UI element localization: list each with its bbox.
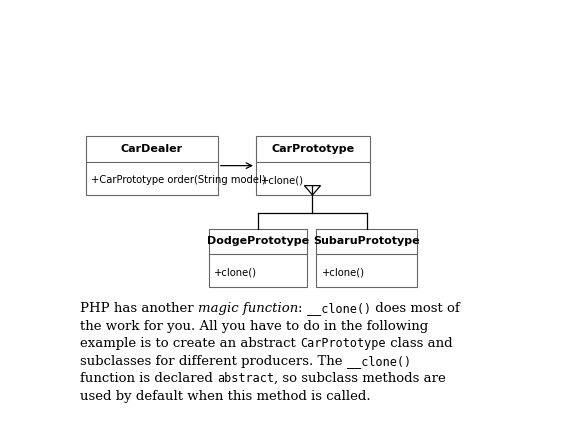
Text: used by default when this method is called.: used by default when this method is call… bbox=[80, 390, 371, 403]
Bar bbox=[256, 136, 370, 195]
Text: CarPrototype: CarPrototype bbox=[272, 144, 354, 154]
Text: +clone(): +clone() bbox=[322, 268, 365, 278]
Text: magic function: magic function bbox=[198, 303, 298, 315]
Text: the work for you. All you have to do in the following: the work for you. All you have to do in … bbox=[80, 320, 428, 333]
Text: , so subclass methods are: , so subclass methods are bbox=[275, 372, 446, 385]
Text: __clone(): __clone() bbox=[347, 355, 411, 368]
Text: SubaruPrototype: SubaruPrototype bbox=[313, 236, 420, 246]
Text: __clone(): __clone() bbox=[307, 303, 371, 315]
Text: +CarPrototype order(String model): +CarPrototype order(String model) bbox=[91, 175, 266, 185]
Text: example is to create an abstract: example is to create an abstract bbox=[80, 337, 301, 351]
Text: subclasses for different producers. The: subclasses for different producers. The bbox=[80, 355, 347, 368]
Text: class and: class and bbox=[386, 337, 453, 351]
Text: :: : bbox=[298, 303, 307, 315]
Text: CarPrototype: CarPrototype bbox=[301, 337, 386, 351]
Bar bbox=[316, 228, 417, 287]
Text: abstract: abstract bbox=[217, 372, 275, 385]
Text: +clone(): +clone() bbox=[261, 175, 304, 185]
Text: does most of: does most of bbox=[371, 303, 460, 315]
Text: function is declared: function is declared bbox=[80, 372, 217, 385]
Bar bbox=[86, 136, 218, 195]
Bar bbox=[209, 228, 307, 287]
Text: +clone(): +clone() bbox=[214, 268, 257, 278]
Text: DodgePrototype: DodgePrototype bbox=[207, 236, 309, 246]
Text: PHP has another: PHP has another bbox=[80, 303, 198, 315]
Text: CarDealer: CarDealer bbox=[121, 144, 183, 154]
